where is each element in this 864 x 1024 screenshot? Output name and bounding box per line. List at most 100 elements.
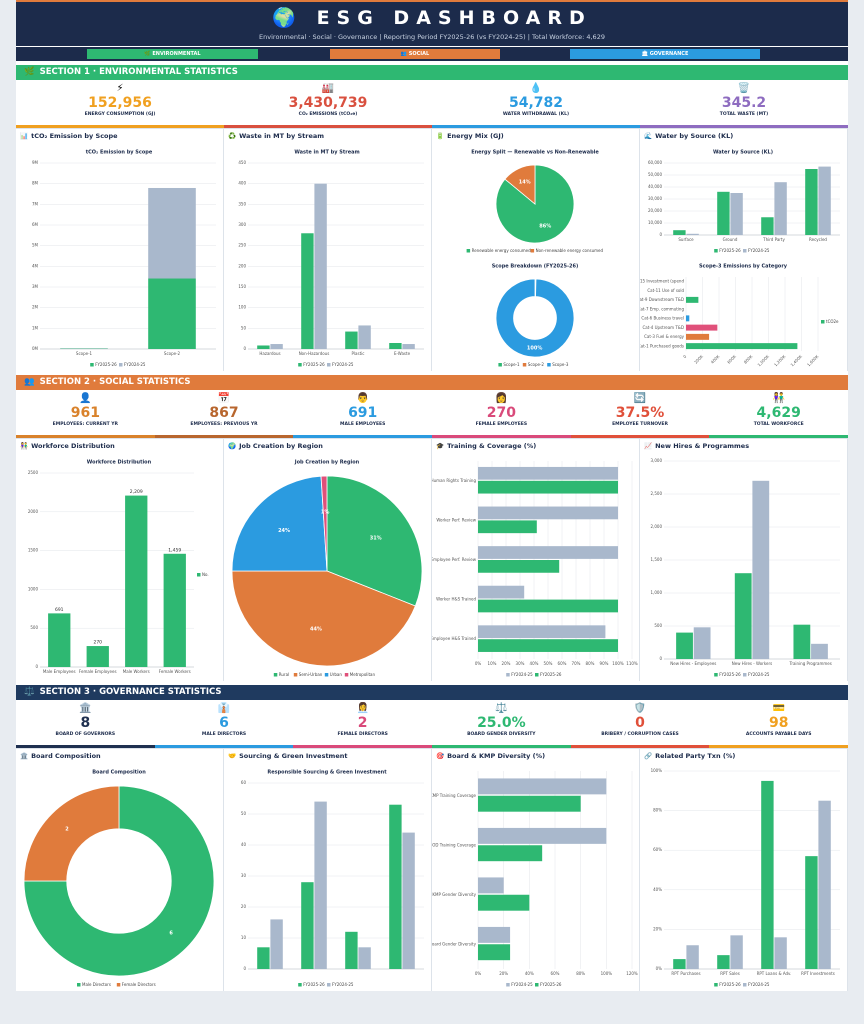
- nav-tab[interactable]: 🏛 GOVERNANCE: [570, 49, 760, 59]
- section: ⚖️ SECTION 3 · GOVERNANCE STATISTICS 🏛️ 8 BO…: [16, 685, 849, 991]
- chart: Responsible Sourcing & Green Investment F…: [241, 770, 424, 987]
- y-tick-label: 60%: [653, 847, 662, 852]
- bar: [774, 937, 787, 969]
- chart: Board Composition Male Directors Female Di…: [23, 770, 215, 987]
- y-tick-label: Cat-1 Purchased goods: [640, 343, 684, 348]
- x-tick-label: 50%: [544, 661, 553, 666]
- bar: [163, 553, 186, 667]
- kpi-label: FEMALE EMPLOYEES: [475, 422, 528, 427]
- bar: [478, 944, 511, 961]
- y-tick-label: KMP Gender Diversity: [432, 892, 476, 897]
- panel-icon: 📈: [644, 442, 653, 450]
- panel-row: 📊 tCO₂ Emission by Scope tCO₂ Emission by …: [16, 128, 848, 371]
- y-tick-label: 0: [243, 346, 246, 351]
- nav-tab[interactable]: 🌿 ENVIRONMENTAL: [87, 49, 258, 59]
- slice-label: 31%: [370, 535, 382, 541]
- y-tick-label: 350: [238, 201, 246, 206]
- kpi-label: EMPLOYEE TURNOVER: [612, 422, 668, 427]
- bar: [257, 345, 270, 349]
- kpi-icon: 👔: [217, 703, 231, 714]
- kpi-label: TOTAL WASTE (MT): [719, 112, 769, 117]
- subtitle: Environmental · Social · Governance | Re…: [259, 33, 605, 41]
- legend-label: Metropolitan: [350, 672, 376, 677]
- pie-slice: [23, 785, 120, 882]
- legend-swatch: [116, 983, 121, 987]
- legend-swatch: [714, 249, 718, 253]
- x-tick-label: 1,600K: [806, 354, 820, 368]
- chart: Energy Split — Renewable vs Non-Renewabl…: [466, 150, 604, 253]
- x-tick-label: New Hires - Employees: [670, 661, 716, 666]
- x-tick-label: Scope-2: [164, 351, 181, 356]
- x-tick-label: Female Employees: [79, 669, 117, 674]
- section-title: SECTION 2 · SOCIAL STATISTICS: [39, 377, 191, 387]
- y-tick-label: 60,000: [648, 160, 662, 165]
- legend-swatch: [714, 673, 718, 677]
- panel-title-text: Board & KMP Diversity (%): [447, 752, 546, 760]
- y-tick-label: Worker H&S Trained: [436, 597, 476, 602]
- bar: [693, 627, 711, 659]
- bar: [270, 919, 283, 969]
- y-tick-label: 80%: [653, 808, 662, 813]
- kpi-label: EMPLOYEES: CURRENT YR: [52, 422, 118, 427]
- kpi-card: 💳 98 ACCOUNTS PAYABLE DAYS: [709, 700, 849, 748]
- kpi-label: ENERGY CONSUMPTION (GJ): [84, 112, 156, 117]
- legend-swatch: [498, 363, 502, 367]
- value-label: 270: [93, 640, 102, 646]
- panel-icon: 🎯: [436, 752, 445, 760]
- bar: [686, 315, 690, 322]
- bar: [761, 780, 774, 969]
- chart: Water by Source (KL) FY2025-26 FY2024-25 0 1…: [648, 150, 840, 253]
- bar: [478, 599, 618, 613]
- bar: [270, 344, 283, 349]
- legend-label: tCO2e: [826, 319, 839, 324]
- y-tick-label: 3M: [32, 284, 39, 289]
- y-tick-label: 5M: [32, 243, 39, 248]
- bar: [358, 947, 371, 969]
- kpi-card: 🔄 37.5% EMPLOYEE TURNOVER: [570, 390, 710, 438]
- legend-swatch: [327, 983, 331, 987]
- legend-label: No.: [202, 572, 209, 577]
- legend-label: FY2025-26: [719, 982, 741, 987]
- nav-tab[interactable]: 👥 SOCIAL: [330, 49, 500, 59]
- bar: [676, 632, 693, 659]
- x-tick-label: 400K: [710, 354, 721, 365]
- x-tick-label: 200K: [693, 354, 704, 365]
- legend-swatch: [506, 673, 510, 677]
- kpi-card: 👔 6 MALE DIRECTORS: [154, 700, 294, 748]
- panel-title-text: Water by Source (KL): [655, 132, 734, 140]
- bar: [478, 480, 618, 494]
- chart: Scope Breakdown (FY2025-26) Scope-1 Scope-…: [492, 264, 579, 367]
- bar: [686, 296, 699, 303]
- y-tick-label: 8M: [32, 181, 39, 186]
- bar: [818, 800, 831, 969]
- legend-swatch: [298, 983, 302, 987]
- x-tick-label: 1,400K: [789, 354, 803, 368]
- legend-label: FY2024-25: [511, 672, 533, 677]
- slice-label: 44%: [310, 626, 322, 632]
- x-tick-label: Scope-1: [76, 351, 93, 356]
- legend-swatch: [547, 363, 551, 367]
- bar: [478, 926, 511, 943]
- section-icon: 👥: [24, 377, 35, 387]
- x-tick-label: 100%: [601, 971, 613, 976]
- y-tick-label: 0M: [32, 346, 39, 351]
- legend-swatch: [743, 249, 747, 253]
- x-tick-label: 60%: [551, 971, 560, 976]
- legend-label: Scope-2: [528, 362, 545, 367]
- panel-icon: 🏛️: [20, 752, 29, 760]
- kpi-card: 🏭 3,430,739 CO₂ EMISSIONS (tCO₂e): [224, 80, 432, 128]
- legend-label: FY2025-26: [719, 248, 741, 253]
- panel-icon: 🌊: [644, 132, 653, 140]
- x-tick-label: E-Waste: [394, 351, 411, 356]
- kpi-icon: ⚖️: [495, 703, 508, 714]
- legend-swatch: [324, 673, 329, 677]
- legend-swatch: [821, 320, 825, 324]
- panel-title: ♻️ Waste in MT by Stream: [224, 129, 431, 143]
- x-tick-label: Male Workers: [123, 669, 150, 674]
- x-tick-label: 1,000K: [756, 354, 770, 368]
- kpi-value: 152,956: [88, 95, 152, 111]
- bar: [478, 639, 618, 652]
- legend-swatch: [743, 983, 747, 987]
- x-tick-label: Ground: [723, 237, 738, 242]
- section-header: ⚖️ SECTION 3 · GOVERNANCE STATISTICS: [16, 685, 848, 700]
